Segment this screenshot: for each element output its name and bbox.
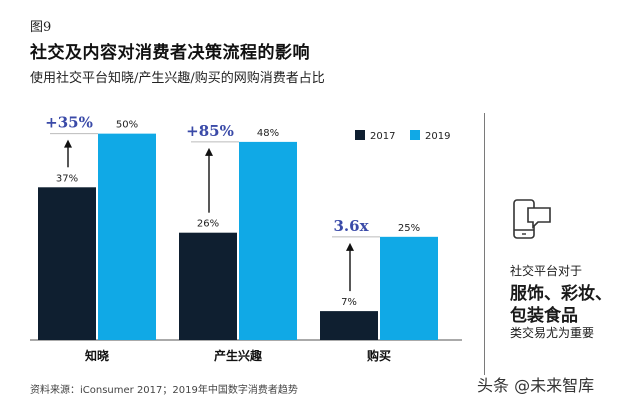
chart-subtitle: 使用社交平台知晓/产生兴趣/购买的网购消费者占比: [30, 71, 325, 86]
data-label-2019-2: 25%: [398, 223, 420, 234]
data-label-2019-1: 48%: [257, 128, 279, 139]
chart-title: 社交及内容对消费者决策流程的影响: [30, 43, 310, 63]
legend-swatch-2017: [355, 130, 365, 140]
side-text-line2: 服饰、彩妆、: [510, 284, 612, 304]
legend-label-2017: 2017: [370, 131, 396, 142]
data-label-2017-2: 7%: [341, 297, 357, 308]
source-note: 资料来源：iConsumer 2017；2019年中国数字消费者趋势: [30, 385, 298, 396]
bar-2017-0: [38, 187, 96, 340]
data-label-2019-0: 50%: [116, 120, 138, 131]
category-label-1: 产生兴趣: [214, 348, 263, 363]
category-label-2: 购买: [367, 348, 391, 363]
panel-divider: [484, 113, 485, 375]
growth-annotation-0: +35%: [45, 114, 93, 132]
legend-swatch-2019: [410, 130, 420, 140]
growth-arrowhead-1: [205, 147, 213, 156]
side-text-line1: 社交平台对于: [510, 264, 583, 278]
watermark: 头条 @未来智库: [477, 376, 595, 395]
data-label-2017-0: 37%: [56, 173, 78, 184]
legend-label-2019: 2019: [425, 131, 451, 142]
growth-annotation-1: +85%: [186, 122, 234, 140]
category-label-0: 知晓: [84, 348, 109, 363]
side-text-line4: 类交易尤为重要: [510, 326, 595, 340]
bar-2019-1: [239, 141, 297, 340]
growth-arrowhead-0: [64, 139, 72, 148]
legend-item-2019: 2019: [410, 130, 450, 142]
bar-2019-2: [380, 236, 438, 340]
bar-2019-0: [98, 133, 156, 340]
growth-arrowhead-2: [346, 242, 354, 251]
bar-2017-1: [179, 232, 237, 340]
side-text-line3: 包装食品: [510, 306, 578, 326]
data-label-2017-1: 26%: [197, 219, 219, 230]
legend-item-2017: 2017: [355, 130, 395, 142]
figure-label: 图9: [30, 20, 52, 35]
phone-chat-icon: [510, 196, 554, 248]
growth-annotation-2: 3.6x: [333, 217, 369, 235]
bar-2017-2: [320, 311, 378, 340]
